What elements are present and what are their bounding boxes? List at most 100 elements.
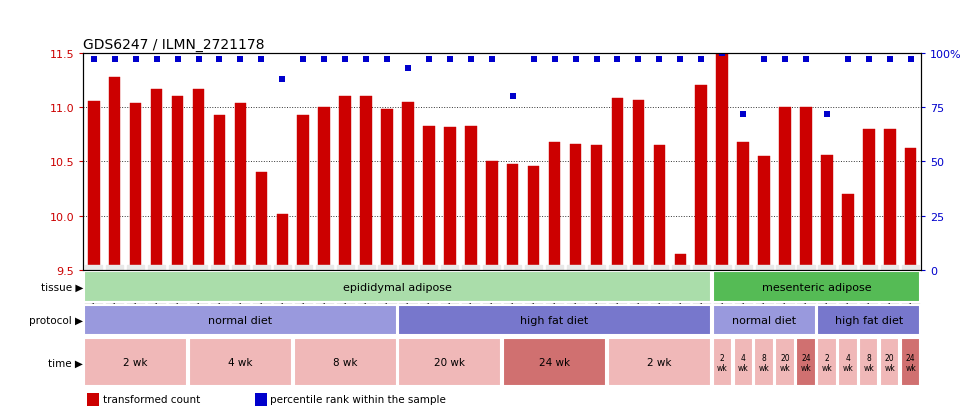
Bar: [901, 339, 920, 386]
Point: [232, 57, 248, 64]
Text: GDS6247 / ILMN_2721178: GDS6247 / ILMN_2721178: [83, 38, 265, 52]
Point: [630, 57, 646, 64]
Bar: [716, 54, 728, 271]
Point: [400, 66, 416, 72]
Text: high fat diet: high fat diet: [520, 315, 589, 325]
Bar: [84, 305, 397, 335]
Bar: [88, 101, 100, 271]
Bar: [151, 90, 163, 271]
Bar: [444, 127, 456, 271]
Bar: [381, 110, 393, 271]
Text: 4 wk: 4 wk: [228, 357, 253, 368]
Text: 2
wk: 2 wk: [716, 353, 727, 372]
Text: high fat diet: high fat diet: [835, 315, 903, 325]
Bar: [759, 157, 770, 271]
Text: normal diet: normal diet: [732, 315, 796, 325]
Bar: [193, 90, 204, 271]
Point: [777, 57, 793, 64]
Bar: [528, 166, 539, 271]
Text: tissue ▶: tissue ▶: [41, 282, 83, 292]
Bar: [486, 162, 498, 271]
Bar: [276, 214, 288, 271]
Bar: [503, 339, 607, 386]
Point: [714, 50, 730, 57]
Bar: [172, 97, 183, 271]
Point: [379, 57, 395, 64]
Point: [882, 57, 898, 64]
Text: normal diet: normal diet: [209, 315, 272, 325]
Bar: [612, 99, 623, 271]
Text: 20 wk: 20 wk: [434, 357, 465, 368]
Bar: [712, 339, 732, 386]
Text: 24
wk: 24 wk: [906, 353, 916, 372]
Bar: [256, 173, 268, 271]
Point: [757, 57, 772, 64]
Point: [442, 57, 458, 64]
Bar: [712, 272, 920, 302]
Point: [798, 57, 813, 64]
Bar: [214, 116, 225, 271]
Bar: [905, 149, 916, 271]
Point: [861, 57, 877, 64]
Point: [337, 57, 353, 64]
Bar: [775, 339, 795, 386]
Bar: [859, 339, 878, 386]
Point: [672, 57, 688, 64]
Point: [589, 57, 605, 64]
Bar: [339, 97, 351, 271]
Point: [254, 57, 270, 64]
Bar: [755, 339, 774, 386]
Bar: [84, 339, 187, 386]
Bar: [130, 104, 141, 271]
Point: [610, 57, 625, 64]
Point: [421, 57, 437, 64]
Bar: [398, 339, 502, 386]
Point: [317, 57, 332, 64]
Bar: [402, 102, 414, 271]
Bar: [423, 126, 435, 271]
Text: 8 wk: 8 wk: [333, 357, 358, 368]
Bar: [863, 130, 874, 271]
Text: time ▶: time ▶: [48, 357, 83, 368]
Bar: [884, 130, 896, 271]
Text: percentile rank within the sample: percentile rank within the sample: [270, 394, 446, 404]
Bar: [109, 78, 121, 271]
Bar: [817, 305, 920, 335]
Point: [652, 57, 667, 64]
Text: 2
wk: 2 wk: [821, 353, 832, 372]
Point: [359, 57, 374, 64]
Bar: [318, 108, 330, 271]
Bar: [712, 305, 815, 335]
Point: [526, 57, 542, 64]
Bar: [733, 339, 753, 386]
Point: [86, 57, 102, 64]
Point: [463, 57, 478, 64]
Bar: [189, 339, 292, 386]
Bar: [779, 108, 791, 271]
Bar: [294, 339, 397, 386]
Bar: [880, 339, 900, 386]
Text: 24 wk: 24 wk: [539, 357, 570, 368]
Bar: [838, 339, 858, 386]
Bar: [255, 393, 267, 406]
Point: [567, 57, 583, 64]
Point: [295, 57, 311, 64]
Point: [694, 57, 710, 64]
Point: [819, 111, 835, 118]
Point: [170, 57, 185, 64]
Bar: [817, 339, 837, 386]
Bar: [654, 146, 665, 271]
Text: transformed count: transformed count: [103, 394, 200, 404]
Bar: [608, 339, 710, 386]
Bar: [398, 305, 710, 335]
Bar: [569, 145, 581, 271]
Text: protocol ▶: protocol ▶: [29, 315, 83, 325]
Bar: [737, 142, 749, 271]
Bar: [361, 97, 371, 271]
Bar: [84, 272, 710, 302]
Bar: [234, 104, 246, 271]
Point: [274, 76, 290, 83]
Text: 4
wk: 4 wk: [843, 353, 854, 372]
Text: 4
wk: 4 wk: [738, 353, 749, 372]
Bar: [507, 164, 518, 271]
